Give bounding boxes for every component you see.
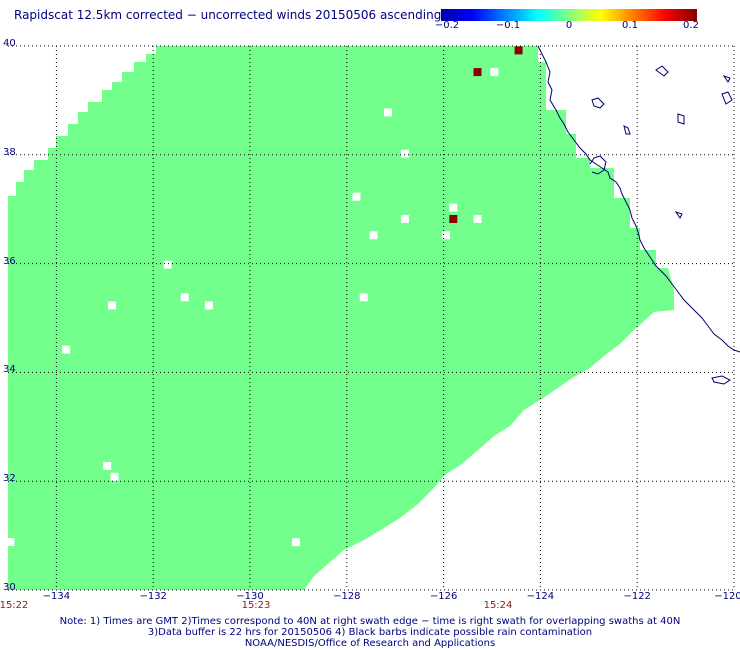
time-label: 15:22 xyxy=(0,600,29,611)
missing-data-cells xyxy=(6,68,499,547)
missing-cell xyxy=(204,301,213,310)
longitude-label: −132 xyxy=(139,591,167,602)
missing-cell xyxy=(400,149,409,158)
island-4 xyxy=(677,113,685,125)
missing-cell xyxy=(442,231,450,240)
high-difference-cell xyxy=(473,68,482,77)
longitude-label: −120 xyxy=(714,591,740,602)
missing-cell xyxy=(6,538,15,547)
missing-cell xyxy=(400,215,409,223)
map-title: Rapidscat 12.5km corrected − uncorrected… xyxy=(14,8,442,22)
missing-cell xyxy=(369,231,378,240)
island-7 xyxy=(674,211,683,219)
latitude-label: 36 xyxy=(3,255,16,267)
latitude-label: 40 xyxy=(3,38,16,49)
california-coastline xyxy=(537,45,740,385)
latitude-label: 32 xyxy=(3,473,16,485)
longitude-label: −122 xyxy=(623,591,651,602)
longitude-label: −126 xyxy=(429,591,458,602)
colorbar-tick-label: 0.2 xyxy=(683,20,699,31)
colorbar-gradient xyxy=(441,9,697,21)
latitude-label: 30 xyxy=(3,582,16,593)
coast-path xyxy=(537,45,740,353)
missing-cell xyxy=(110,472,119,481)
high-difference-cell xyxy=(449,215,458,223)
missing-cell xyxy=(180,293,189,302)
missing-cell xyxy=(292,538,300,547)
island-8 xyxy=(711,375,731,385)
sf-bay-path xyxy=(589,155,607,175)
time-label: 15:24 xyxy=(483,600,513,611)
latitude-label: 38 xyxy=(3,146,16,158)
swath-layer xyxy=(6,46,674,590)
missing-cell xyxy=(449,203,458,212)
note-line-3: NOAA/NESDIS/Office of Research and Appli… xyxy=(244,638,496,649)
colorbar-tick-label: 0 xyxy=(565,20,573,31)
missing-cell xyxy=(108,301,117,310)
high-difference-cells xyxy=(449,46,523,223)
island-2 xyxy=(623,125,631,135)
longitude-label: −124 xyxy=(526,591,555,602)
longitude-label: −130 xyxy=(236,591,264,602)
missing-cell xyxy=(359,293,368,302)
high-difference-cell xyxy=(514,46,523,55)
island-1 xyxy=(591,97,605,109)
scatterometer-swath xyxy=(8,46,674,590)
missing-cell xyxy=(103,462,112,470)
note-line-2: 3)Data buffer is 22 hrs for 20150506 4) … xyxy=(147,627,593,638)
missing-cell xyxy=(62,345,71,354)
island-6 xyxy=(721,91,733,105)
missing-cell xyxy=(490,68,499,77)
missing-cell xyxy=(163,260,172,269)
colorbar-tick-label: −0.1 xyxy=(495,20,521,31)
note-line-1: Note: 1) Times are GMT 2)Times correspon… xyxy=(59,616,681,627)
colorbar-tick-label: −0.2 xyxy=(434,20,460,31)
time-label: 15:23 xyxy=(241,600,271,611)
lat-lon-grid xyxy=(8,45,735,591)
missing-cell xyxy=(383,108,392,117)
longitude-label: −134 xyxy=(42,591,71,602)
colorbar-tick-label: 0.1 xyxy=(622,20,638,31)
longitude-label: −128 xyxy=(333,591,361,602)
island-3 xyxy=(655,65,669,77)
latitude-label: 34 xyxy=(3,364,16,376)
missing-cell xyxy=(473,215,482,223)
missing-cell xyxy=(352,192,361,201)
island-5 xyxy=(722,75,731,83)
